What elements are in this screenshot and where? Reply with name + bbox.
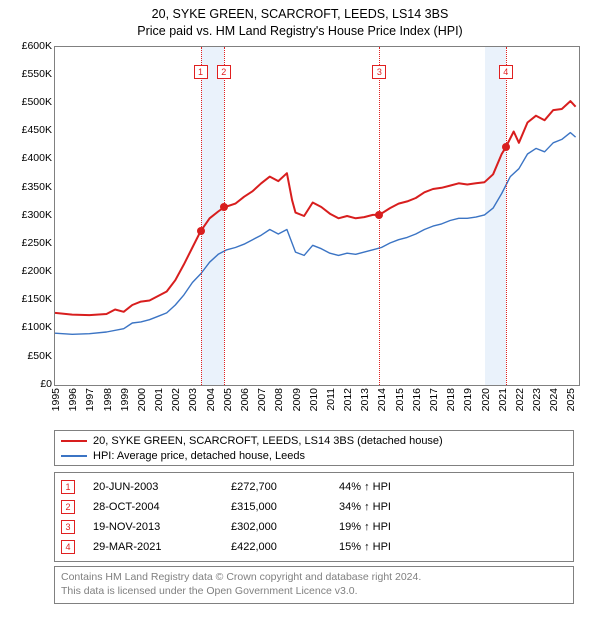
x-tick-label: 2009: [291, 388, 303, 411]
x-tick-label: 2025: [565, 388, 577, 411]
y-tick-label: £250K: [22, 237, 52, 249]
x-tick-label: 1996: [67, 388, 79, 411]
legend-label: HPI: Average price, detached house, Leed…: [93, 449, 305, 464]
sale-note: 19% ↑ HPI: [339, 521, 567, 533]
x-tick-label: 2000: [136, 388, 148, 411]
sale-row: 4 29-MAR-2021 £422,000 15% ↑ HPI: [61, 537, 567, 557]
x-tick-label: 2017: [428, 388, 440, 411]
chart: £0£50K£100K£150K£200K£250K£300K£350K£400…: [10, 46, 590, 426]
y-tick-label: £300K: [22, 209, 52, 221]
x-tick-label: 2007: [256, 388, 268, 411]
x-tick-label: 1999: [119, 388, 131, 411]
x-tick-label: 2010: [308, 388, 320, 411]
x-tick-label: 2019: [462, 388, 474, 411]
legend: 20, SYKE GREEN, SCARCROFT, LEEDS, LS14 3…: [54, 430, 574, 467]
x-tick-label: 2004: [205, 388, 217, 411]
y-tick-label: £550K: [22, 68, 52, 80]
sale-date: 29-MAR-2021: [93, 541, 213, 553]
sale-marker-line: [201, 47, 202, 385]
sale-dot: [502, 143, 510, 151]
x-tick-label: 2002: [170, 388, 182, 411]
sale-index-box: 3: [61, 520, 75, 534]
sale-marker-line: [506, 47, 507, 385]
sale-price: £302,000: [231, 521, 321, 533]
sale-index-box: 1: [61, 480, 75, 494]
x-tick-label: 2012: [342, 388, 354, 411]
x-tick-label: 2018: [445, 388, 457, 411]
x-tick-label: 2013: [359, 388, 371, 411]
y-tick-label: £100K: [22, 321, 52, 333]
x-tick-label: 2006: [239, 388, 251, 411]
x-tick-label: 2020: [480, 388, 492, 411]
sale-marker-box: 4: [499, 65, 513, 79]
x-tick-label: 2001: [153, 388, 165, 411]
page-subtitle: Price paid vs. HM Land Registry's House …: [10, 23, 590, 40]
sale-marker-line: [224, 47, 225, 385]
x-tick-label: 2021: [497, 388, 509, 411]
x-tick-label: 2011: [325, 388, 337, 411]
x-tick-label: 2008: [273, 388, 285, 411]
sale-note: 15% ↑ HPI: [339, 541, 567, 553]
y-tick-label: £50K: [27, 350, 52, 362]
x-tick-label: 2016: [411, 388, 423, 411]
legend-label: 20, SYKE GREEN, SCARCROFT, LEEDS, LS14 3…: [93, 434, 443, 449]
sale-marker-box: 1: [194, 65, 208, 79]
sale-price: £422,000: [231, 541, 321, 553]
x-tick-label: 2003: [187, 388, 199, 411]
sale-dot: [197, 227, 205, 235]
sale-price: £315,000: [231, 501, 321, 513]
sale-dot: [375, 211, 383, 219]
sale-date: 28-OCT-2004: [93, 501, 213, 513]
sales-table: 1 20-JUN-2003 £272,700 44% ↑ HPI 2 28-OCT-200…: [54, 472, 574, 562]
x-axis: 1995199619971998199920002001200220032004…: [54, 386, 580, 426]
y-axis: £0£50K£100K£150K£200K£250K£300K£350K£400…: [10, 46, 54, 386]
sale-note: 44% ↑ HPI: [339, 481, 567, 493]
y-tick-label: £600K: [22, 40, 52, 52]
x-tick-label: 2024: [548, 388, 560, 411]
x-tick-label: 2022: [514, 388, 526, 411]
y-tick-label: £400K: [22, 152, 52, 164]
x-tick-label: 1995: [50, 388, 62, 411]
y-tick-label: £500K: [22, 96, 52, 108]
x-tick-label: 2023: [531, 388, 543, 411]
legend-swatch: [61, 440, 87, 442]
sale-row: 2 28-OCT-2004 £315,000 34% ↑ HPI: [61, 497, 567, 517]
legend-swatch: [61, 455, 87, 457]
x-tick-label: 1998: [102, 388, 114, 411]
y-tick-label: £350K: [22, 181, 52, 193]
sale-index-box: 2: [61, 500, 75, 514]
sale-row: 1 20-JUN-2003 £272,700 44% ↑ HPI: [61, 477, 567, 497]
x-tick-label: 2015: [394, 388, 406, 411]
x-tick-label: 2014: [376, 388, 388, 411]
footer-line: Contains HM Land Registry data © Crown c…: [61, 571, 567, 585]
sale-note: 34% ↑ HPI: [339, 501, 567, 513]
series-line: [55, 101, 576, 315]
page-title: 20, SYKE GREEN, SCARCROFT, LEEDS, LS14 3…: [10, 6, 590, 23]
footer: Contains HM Land Registry data © Crown c…: [54, 566, 574, 603]
sale-marker-box: 3: [372, 65, 386, 79]
sale-marker-box: 2: [217, 65, 231, 79]
sale-date: 20-JUN-2003: [93, 481, 213, 493]
y-tick-label: £450K: [22, 124, 52, 136]
y-tick-label: £150K: [22, 293, 52, 305]
plot-area: 12 3 4: [54, 46, 580, 386]
footer-line: This data is licensed under the Open Gov…: [61, 585, 567, 599]
sale-price: £272,700: [231, 481, 321, 493]
sale-row: 3 19-NOV-2013 £302,000 19% ↑ HPI: [61, 517, 567, 537]
sale-date: 19-NOV-2013: [93, 521, 213, 533]
x-tick-label: 1997: [84, 388, 96, 411]
x-tick-label: 2005: [222, 388, 234, 411]
y-tick-label: £200K: [22, 265, 52, 277]
sale-index-box: 4: [61, 540, 75, 554]
sale-dot: [220, 203, 228, 211]
